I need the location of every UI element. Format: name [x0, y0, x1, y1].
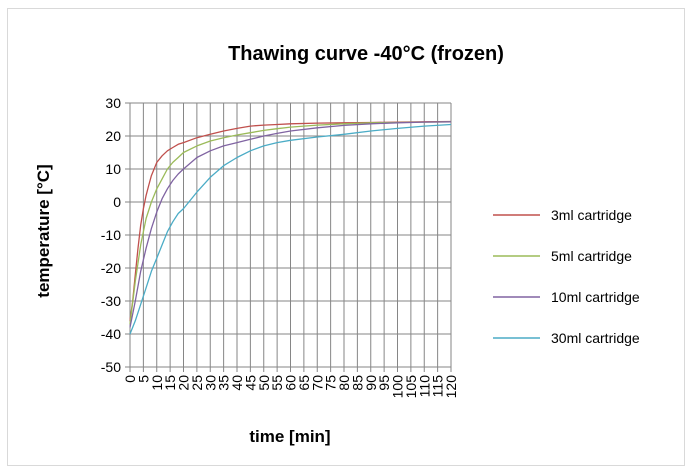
x-tick-label: 10	[149, 375, 165, 391]
x-tick-label: 90	[363, 375, 379, 391]
x-tick-label: 0	[122, 375, 138, 383]
tick-layer: 0510152025303540455055606570758085909510…	[101, 95, 459, 398]
y-tick-label: 10	[105, 161, 121, 177]
x-tick-label: 110	[416, 375, 432, 398]
x-tick-label: 30	[202, 375, 218, 391]
x-tick-label: 60	[283, 375, 299, 391]
series-line-2	[129, 121, 452, 325]
chart-frame	[7, 8, 685, 466]
y-tick-label: -30	[101, 293, 121, 309]
x-tick-label: 120	[443, 375, 459, 399]
legend: 3ml cartridge 5ml cartridge 10ml cartridge…	[493, 207, 640, 346]
x-tick-label: 85	[349, 375, 365, 391]
x-tick-label: 80	[336, 375, 352, 391]
y-tick-label: -10	[101, 227, 121, 243]
legend-label-3: 10ml cartridge	[551, 289, 640, 305]
y-tick-label: 30	[105, 95, 121, 111]
x-tick-label: 75	[323, 375, 339, 391]
x-tick-label: 95	[376, 375, 392, 391]
legend-label-4: 30ml cartridge	[551, 330, 640, 346]
x-tick-label: 15	[162, 375, 178, 391]
x-tick-label: 5	[135, 375, 151, 383]
chart-title: Thawing curve -40°C (frozen)	[228, 43, 504, 65]
x-tick-label: 50	[256, 375, 272, 391]
y-tick-label: 0	[113, 194, 121, 210]
x-tick-label: 100	[390, 375, 406, 399]
series-line-3	[129, 121, 452, 328]
x-tick-label: 45	[242, 375, 258, 391]
x-tick-label: 40	[229, 375, 245, 391]
x-tick-label: 65	[296, 375, 312, 391]
series-line-1	[129, 120, 452, 321]
y-tick-label: 20	[105, 128, 121, 144]
x-tick-label: 25	[189, 375, 205, 391]
x-tick-label: 55	[269, 375, 285, 391]
legend-label-2: 5ml cartridge	[551, 248, 632, 264]
series-line-4	[129, 123, 452, 335]
x-tick-label: 20	[176, 375, 192, 391]
y-tick-label: -20	[101, 260, 121, 276]
x-tick-label: 115	[430, 375, 446, 398]
legend-label-1: 3ml cartridge	[551, 207, 632, 223]
x-axis-title: time [min]	[249, 427, 330, 446]
grid-layer	[125, 102, 452, 372]
x-tick-label: 105	[403, 375, 419, 399]
series-layer	[129, 120, 452, 335]
y-tick-label: -50	[101, 359, 121, 375]
y-tick-label: -40	[101, 326, 121, 342]
x-tick-label: 70	[309, 375, 325, 391]
x-tick-label: 35	[216, 375, 232, 391]
y-axis-title: temperature [°C]	[34, 164, 53, 297]
